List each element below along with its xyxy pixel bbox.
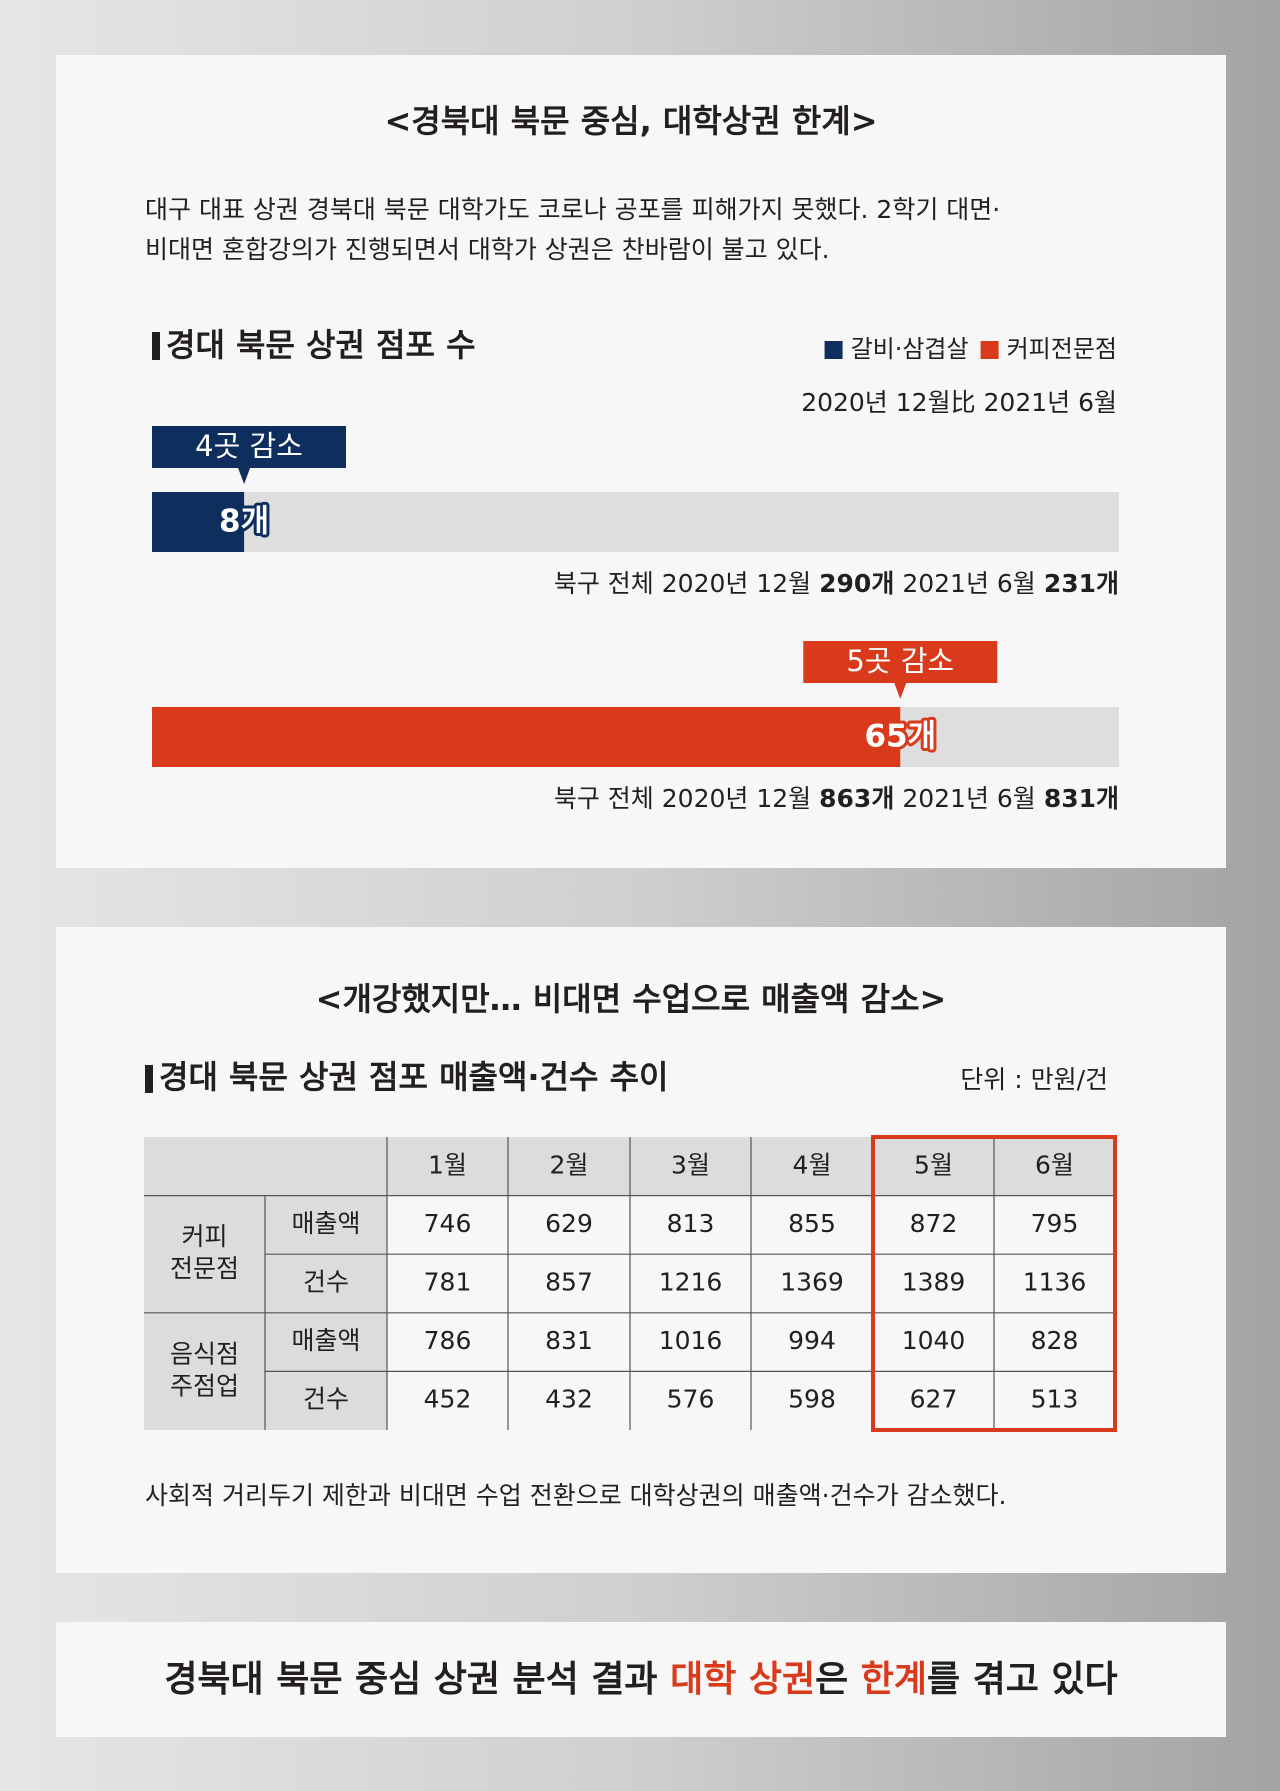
banner-part: 한계: [861, 1659, 927, 1700]
row-label: 건수: [303, 1385, 349, 1414]
legend-label: 커피전문점: [1007, 335, 1117, 363]
note-part: 231개: [1044, 569, 1119, 598]
highlight-frame: [871, 1135, 1117, 1432]
description: 대구 대표 상권 경북대 북문 대학가도 코로나 공포를 피해가지 못했다. 2…: [145, 195, 1000, 224]
unit-label: 단위 : 만원/건: [960, 1065, 1108, 1094]
title-marker: [145, 1065, 153, 1093]
callout-box: [152, 426, 346, 468]
row-label: 매출액: [291, 1326, 360, 1355]
table-cell: 1136: [1023, 1268, 1087, 1297]
table-cell: 1369: [780, 1268, 844, 1297]
bar: [152, 492, 245, 552]
banner-part: 를 겪고 있다: [927, 1659, 1118, 1700]
note-part: 290개: [819, 569, 894, 598]
table-cell: 781: [424, 1268, 472, 1297]
table-cell: 746: [424, 1209, 472, 1238]
row-label: 매출액: [291, 1209, 360, 1238]
group-label: 음식점: [170, 1339, 239, 1368]
chart-title: 경대 북문 상권 점포 수: [166, 326, 476, 364]
row-label: 건수: [303, 1268, 349, 1297]
table-cell: 1016: [659, 1326, 723, 1355]
table-cell: 576: [667, 1385, 715, 1414]
table-cell: 813: [667, 1209, 715, 1238]
callout-pointer: [894, 683, 907, 699]
table-cell: 1389: [902, 1268, 966, 1297]
table-cell: 828: [1031, 1326, 1079, 1355]
section-title: <개강했지만… 비대면 수업으로 매출액 감소>: [316, 980, 947, 1018]
table-cell: 629: [545, 1209, 593, 1238]
table-cell: 432: [545, 1385, 593, 1414]
note-part: 북구 전체 2020년 12월: [554, 784, 811, 813]
table-cell: 1040: [902, 1326, 966, 1355]
callout-pointer: [238, 468, 251, 484]
column-header: 6월: [1035, 1150, 1074, 1179]
banner: 경북대 북문 중심 상권 분석 결과 대학 상권은 한계를 겪고 있다: [164, 1659, 1117, 1700]
note: 북구 전체 2020년 12월 863개 2021년 6월 831개: [554, 784, 1119, 813]
table-cell: 627: [910, 1385, 958, 1414]
bar: [152, 707, 901, 767]
value-label: 8개: [219, 504, 269, 540]
column-header: 2월: [550, 1150, 589, 1179]
table-cell: 994: [788, 1326, 836, 1355]
note-part: 2021년 6월: [902, 569, 1035, 598]
callout-label: 5곳 감소: [846, 644, 954, 678]
legend-swatch: [824, 341, 843, 359]
legend-label: 갈비·삼겹살: [851, 335, 969, 363]
group-label: 커피: [181, 1222, 227, 1251]
column-header: 5월: [914, 1150, 953, 1179]
table-cell: 1216: [659, 1268, 723, 1297]
note: 북구 전체 2020년 12월 290개 2021년 6월 231개: [554, 569, 1119, 598]
bar-track: [152, 492, 1119, 552]
table-cell: 872: [910, 1209, 958, 1238]
description: 비대면 혼합강의가 진행되면서 대학가 상권은 찬바람이 불고 있다.: [145, 235, 830, 264]
group-label: 주점업: [170, 1371, 239, 1400]
banner-part: 대학 상권: [670, 1659, 815, 1700]
callout-box: [803, 641, 998, 683]
group-label: 전문점: [170, 1254, 239, 1283]
banner-part: 은: [815, 1659, 861, 1700]
table-cell: 795: [1031, 1209, 1079, 1238]
panel: [56, 1622, 1226, 1737]
callout-label: 4곳 감소: [195, 429, 303, 463]
value-label: 65개: [864, 719, 936, 755]
note-part: 831개: [1044, 784, 1119, 813]
table-cell: 831: [545, 1326, 593, 1355]
column-header: 3월: [671, 1150, 710, 1179]
title-marker: [152, 332, 160, 360]
caption: 사회적 거리두기 제한과 비대면 수업 전환으로 대학상권의 매출액·건수가 감…: [145, 1481, 1006, 1510]
banner-part: 경북대 북문 중심 상권 분석 결과: [164, 1659, 670, 1700]
column-header: 1월: [428, 1150, 467, 1179]
note-part: 북구 전체 2020년 12월: [554, 569, 811, 598]
column-header: 4월: [793, 1150, 832, 1179]
table-cell: 598: [788, 1385, 836, 1414]
chart-subtitle: 2020년 12월比 2021년 6월: [801, 388, 1117, 417]
table-cell: 452: [424, 1385, 472, 1414]
table-cell: 857: [545, 1268, 593, 1297]
note-part: 2021년 6월: [902, 784, 1035, 813]
table-cell: 786: [424, 1326, 472, 1355]
section-title: <경북대 북문 중심, 대학상권 한계>: [384, 102, 877, 140]
table-title: 경대 북문 상권 점포 매출액·건수 추이: [159, 1058, 668, 1096]
legend-swatch: [980, 341, 999, 359]
note-part: 863개: [819, 784, 894, 813]
table-cell: 855: [788, 1209, 836, 1238]
table-cell: 513: [1031, 1385, 1079, 1414]
